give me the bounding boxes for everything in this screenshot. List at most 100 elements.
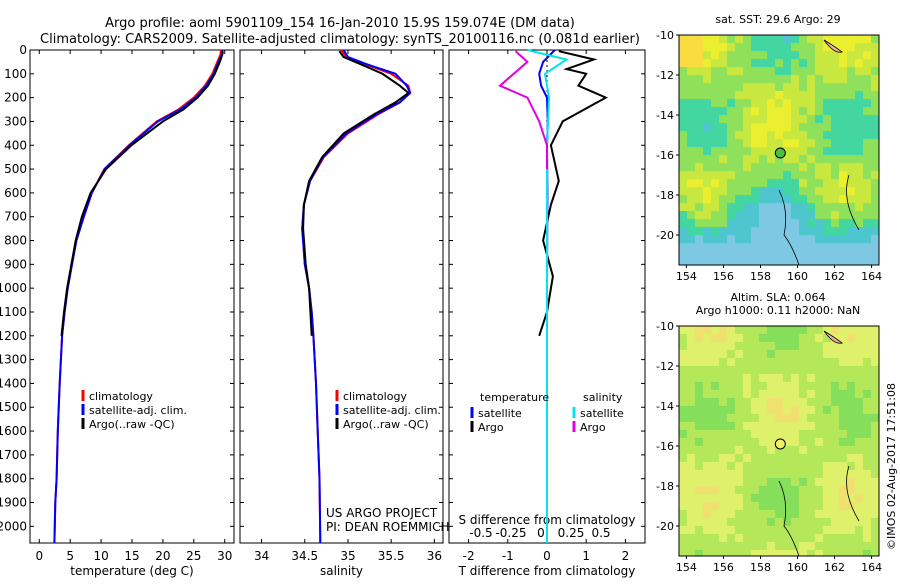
- sst_map-cell: [679, 131, 687, 139]
- sla_map-cell: [759, 358, 767, 366]
- sst_map-cell: [751, 123, 759, 131]
- sla_map-cell: [807, 542, 815, 550]
- sla_map-cell: [767, 550, 775, 556]
- sst_map-cell: [711, 83, 719, 91]
- sla_map-cell: [679, 366, 687, 374]
- sst_map-cell: [791, 179, 799, 187]
- salinity-diff-tick-label: 0: [537, 526, 545, 540]
- sla_map-cell: [743, 446, 751, 454]
- sla_map-cell: [711, 454, 719, 462]
- sla_map-cell: [703, 502, 711, 510]
- sst_map-cell: [759, 243, 767, 251]
- sst_map-cell: [839, 75, 847, 83]
- sst_map-cell: [815, 35, 823, 43]
- sst_map-cell: [871, 67, 879, 75]
- sst_map-cell: [807, 43, 815, 51]
- sla_map-cell: [815, 534, 823, 542]
- legend-label: Argo: [478, 421, 504, 434]
- sla_map-cell: [759, 326, 767, 334]
- sst_map-cell: [783, 139, 791, 147]
- sst_map-cell: [679, 67, 687, 75]
- temperature-xtick-label: 20: [155, 549, 170, 563]
- sla_map-cell: [695, 358, 703, 366]
- sla_map-cell: [791, 326, 799, 334]
- sst_map-cell: [759, 107, 767, 115]
- sst_map-cell: [791, 187, 799, 195]
- sst_map-cell: [847, 91, 855, 99]
- sst_map-cell: [695, 155, 703, 163]
- sst_map-cell: [847, 83, 855, 91]
- sst_map-cell: [767, 251, 775, 259]
- sla_map-cell: [823, 518, 831, 526]
- sla_map-cell: [735, 502, 743, 510]
- sla_map-cell: [703, 534, 711, 542]
- salinity-diff-tick-label: -0.25: [495, 526, 526, 540]
- sst_map-cell: [807, 259, 815, 265]
- sla_map-cell: [855, 518, 863, 526]
- sst_map-cell: [775, 91, 783, 99]
- sla_map-cell: [855, 422, 863, 430]
- sla_map-cell: [775, 382, 783, 390]
- sst_map-cell: [799, 91, 807, 99]
- sst_map-cell: [711, 123, 719, 131]
- sst_map-cell: [823, 219, 831, 227]
- sst_map-cell: [743, 155, 751, 163]
- sla_map-cell: [727, 342, 735, 350]
- sla_map-cell: [791, 526, 799, 534]
- sst_map-cell: [735, 187, 743, 195]
- sst_map-cell: [855, 155, 863, 163]
- sla_map-cell: [839, 462, 847, 470]
- sla_map-cell: [815, 430, 823, 438]
- sst_map-cell: [727, 99, 735, 107]
- sla_map-cell: [871, 542, 879, 550]
- sst_map-cell: [679, 163, 687, 171]
- sla_map-cell: [735, 358, 743, 366]
- sla_map-cell: [855, 454, 863, 462]
- sla_map-cell: [743, 334, 751, 342]
- sla_map-cell: [759, 470, 767, 478]
- sla_map-cell: [703, 382, 711, 390]
- sla_map-cell: [863, 550, 871, 556]
- sla_map-cell: [847, 542, 855, 550]
- sst_map-cell: [767, 187, 775, 195]
- sla_map-cell: [783, 358, 791, 366]
- sla_map-cell: [855, 382, 863, 390]
- sla_map-cell: [687, 454, 695, 462]
- sla_map-cell: [815, 342, 823, 350]
- sst_map-xtick-label: 158: [750, 270, 771, 283]
- sst_map-cell: [783, 243, 791, 251]
- sst_map-cell: [735, 107, 743, 115]
- sst_map-cell: [823, 43, 831, 51]
- sst_map-cell: [815, 131, 823, 139]
- sla_map-cell: [703, 430, 711, 438]
- sst_map-cell: [823, 51, 831, 59]
- sla_map-cell: [759, 494, 767, 502]
- sla_map-cell: [783, 534, 791, 542]
- sla_map-cell: [863, 510, 871, 518]
- sst_map-cell: [839, 243, 847, 251]
- sst_map-cell: [815, 227, 823, 235]
- sla_map-cell: [815, 326, 823, 334]
- sla_map-cell: [719, 422, 727, 430]
- sst_map-cell: [735, 259, 743, 265]
- sla_map-cell: [799, 534, 807, 542]
- sla_map-cell: [695, 542, 703, 550]
- sla_map-cell: [719, 510, 727, 518]
- sst_map-cell: [743, 259, 751, 265]
- sst_map-cell: [871, 211, 879, 219]
- sst_map-cell: [743, 115, 751, 123]
- sla_map-cell: [711, 334, 719, 342]
- sst_map-cell: [839, 83, 847, 91]
- sla_map-cell: [799, 542, 807, 550]
- sla_map-cell: [823, 526, 831, 534]
- sla_map-cell: [855, 550, 863, 556]
- sst_map-cell: [703, 115, 711, 123]
- sla_map-cell: [831, 446, 839, 454]
- depth-tick-label: 0: [19, 43, 27, 57]
- sst_map-cell: [855, 163, 863, 171]
- sla_map-cell: [695, 374, 703, 382]
- sst_map-cell: [831, 147, 839, 155]
- sla_map-cell: [831, 342, 839, 350]
- sla_map-cell: [815, 494, 823, 502]
